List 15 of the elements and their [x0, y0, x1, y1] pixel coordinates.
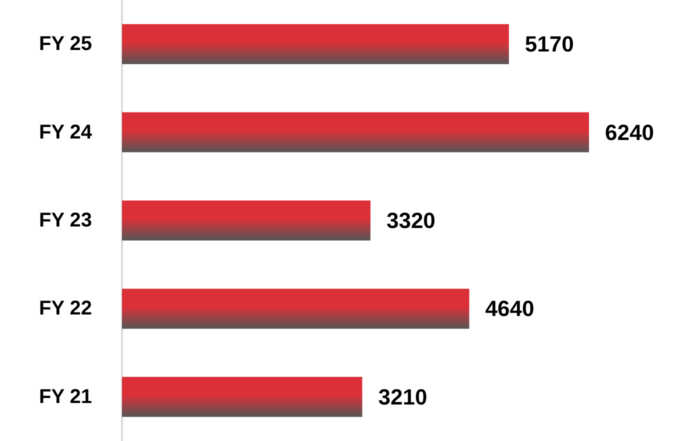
data-label: 4640 — [485, 296, 534, 322]
data-label: 5170 — [524, 32, 574, 57]
y-tick-label: FY 21 — [39, 386, 92, 408]
bar — [122, 288, 470, 329]
data-label: 3320 — [386, 208, 436, 233]
bar — [122, 376, 362, 417]
y-tick-label: FY 24 — [39, 121, 93, 144]
bar — [122, 24, 509, 64]
y-tick-label: FY 22 — [39, 298, 92, 320]
bar — [122, 200, 370, 240]
data-label: 6240 — [605, 120, 654, 145]
y-tick-label: FY 23 — [39, 210, 92, 232]
y-tick-label: FY 25 — [39, 33, 92, 56]
bar — [122, 112, 589, 152]
data-label: 3210 — [378, 384, 428, 410]
